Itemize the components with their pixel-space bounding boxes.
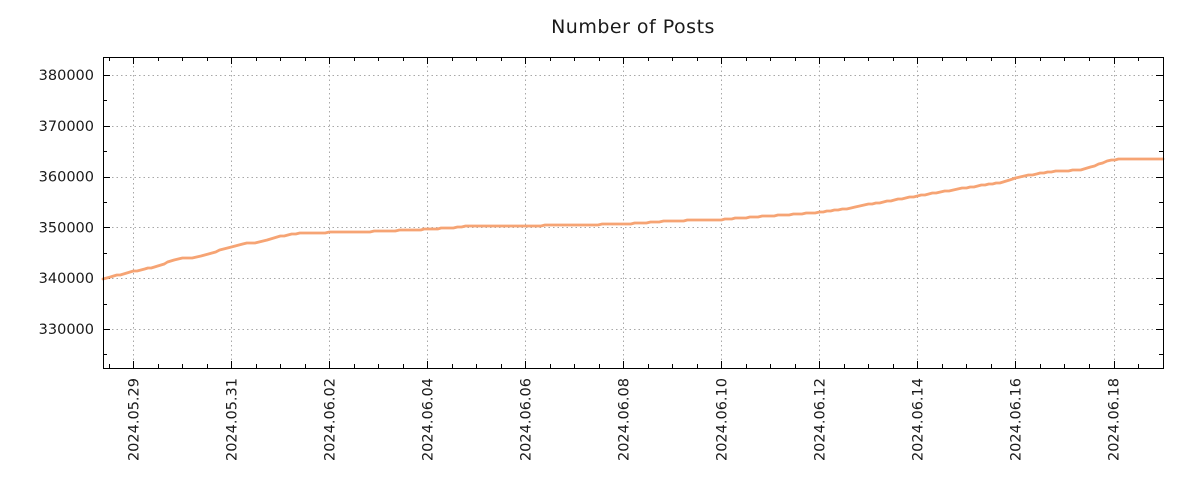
x-tick-label: 2024.05.31: [224, 378, 240, 461]
y-tick-label: 330000: [39, 322, 94, 338]
y-tick-label: 370000: [39, 119, 94, 135]
x-tick-label: 2024.06.10: [714, 378, 730, 461]
x-tick-label: 2024.06.14: [910, 378, 926, 461]
y-tick-label: 380000: [39, 68, 94, 84]
x-tick-label: 2024.06.06: [518, 378, 534, 461]
plot-border: [103, 57, 1164, 369]
x-tick-label: 2024.06.18: [1107, 378, 1123, 461]
y-tick-label: 340000: [39, 271, 94, 287]
y-tick-label: 350000: [39, 220, 94, 236]
data-line-posts: [101, 157, 1165, 281]
x-tick-label: 2024.06.04: [420, 378, 436, 461]
x-tick-label: 2024.06.08: [616, 378, 632, 461]
x-tick-label: 2024.06.16: [1008, 378, 1024, 461]
x-tick-label: 2024.05.29: [126, 378, 142, 461]
x-tick-label: 2024.06.12: [812, 378, 828, 461]
x-tick-label: 2024.06.02: [322, 378, 338, 461]
chart-title: Number of Posts: [551, 16, 715, 38]
y-tick-label: 360000: [39, 170, 94, 186]
